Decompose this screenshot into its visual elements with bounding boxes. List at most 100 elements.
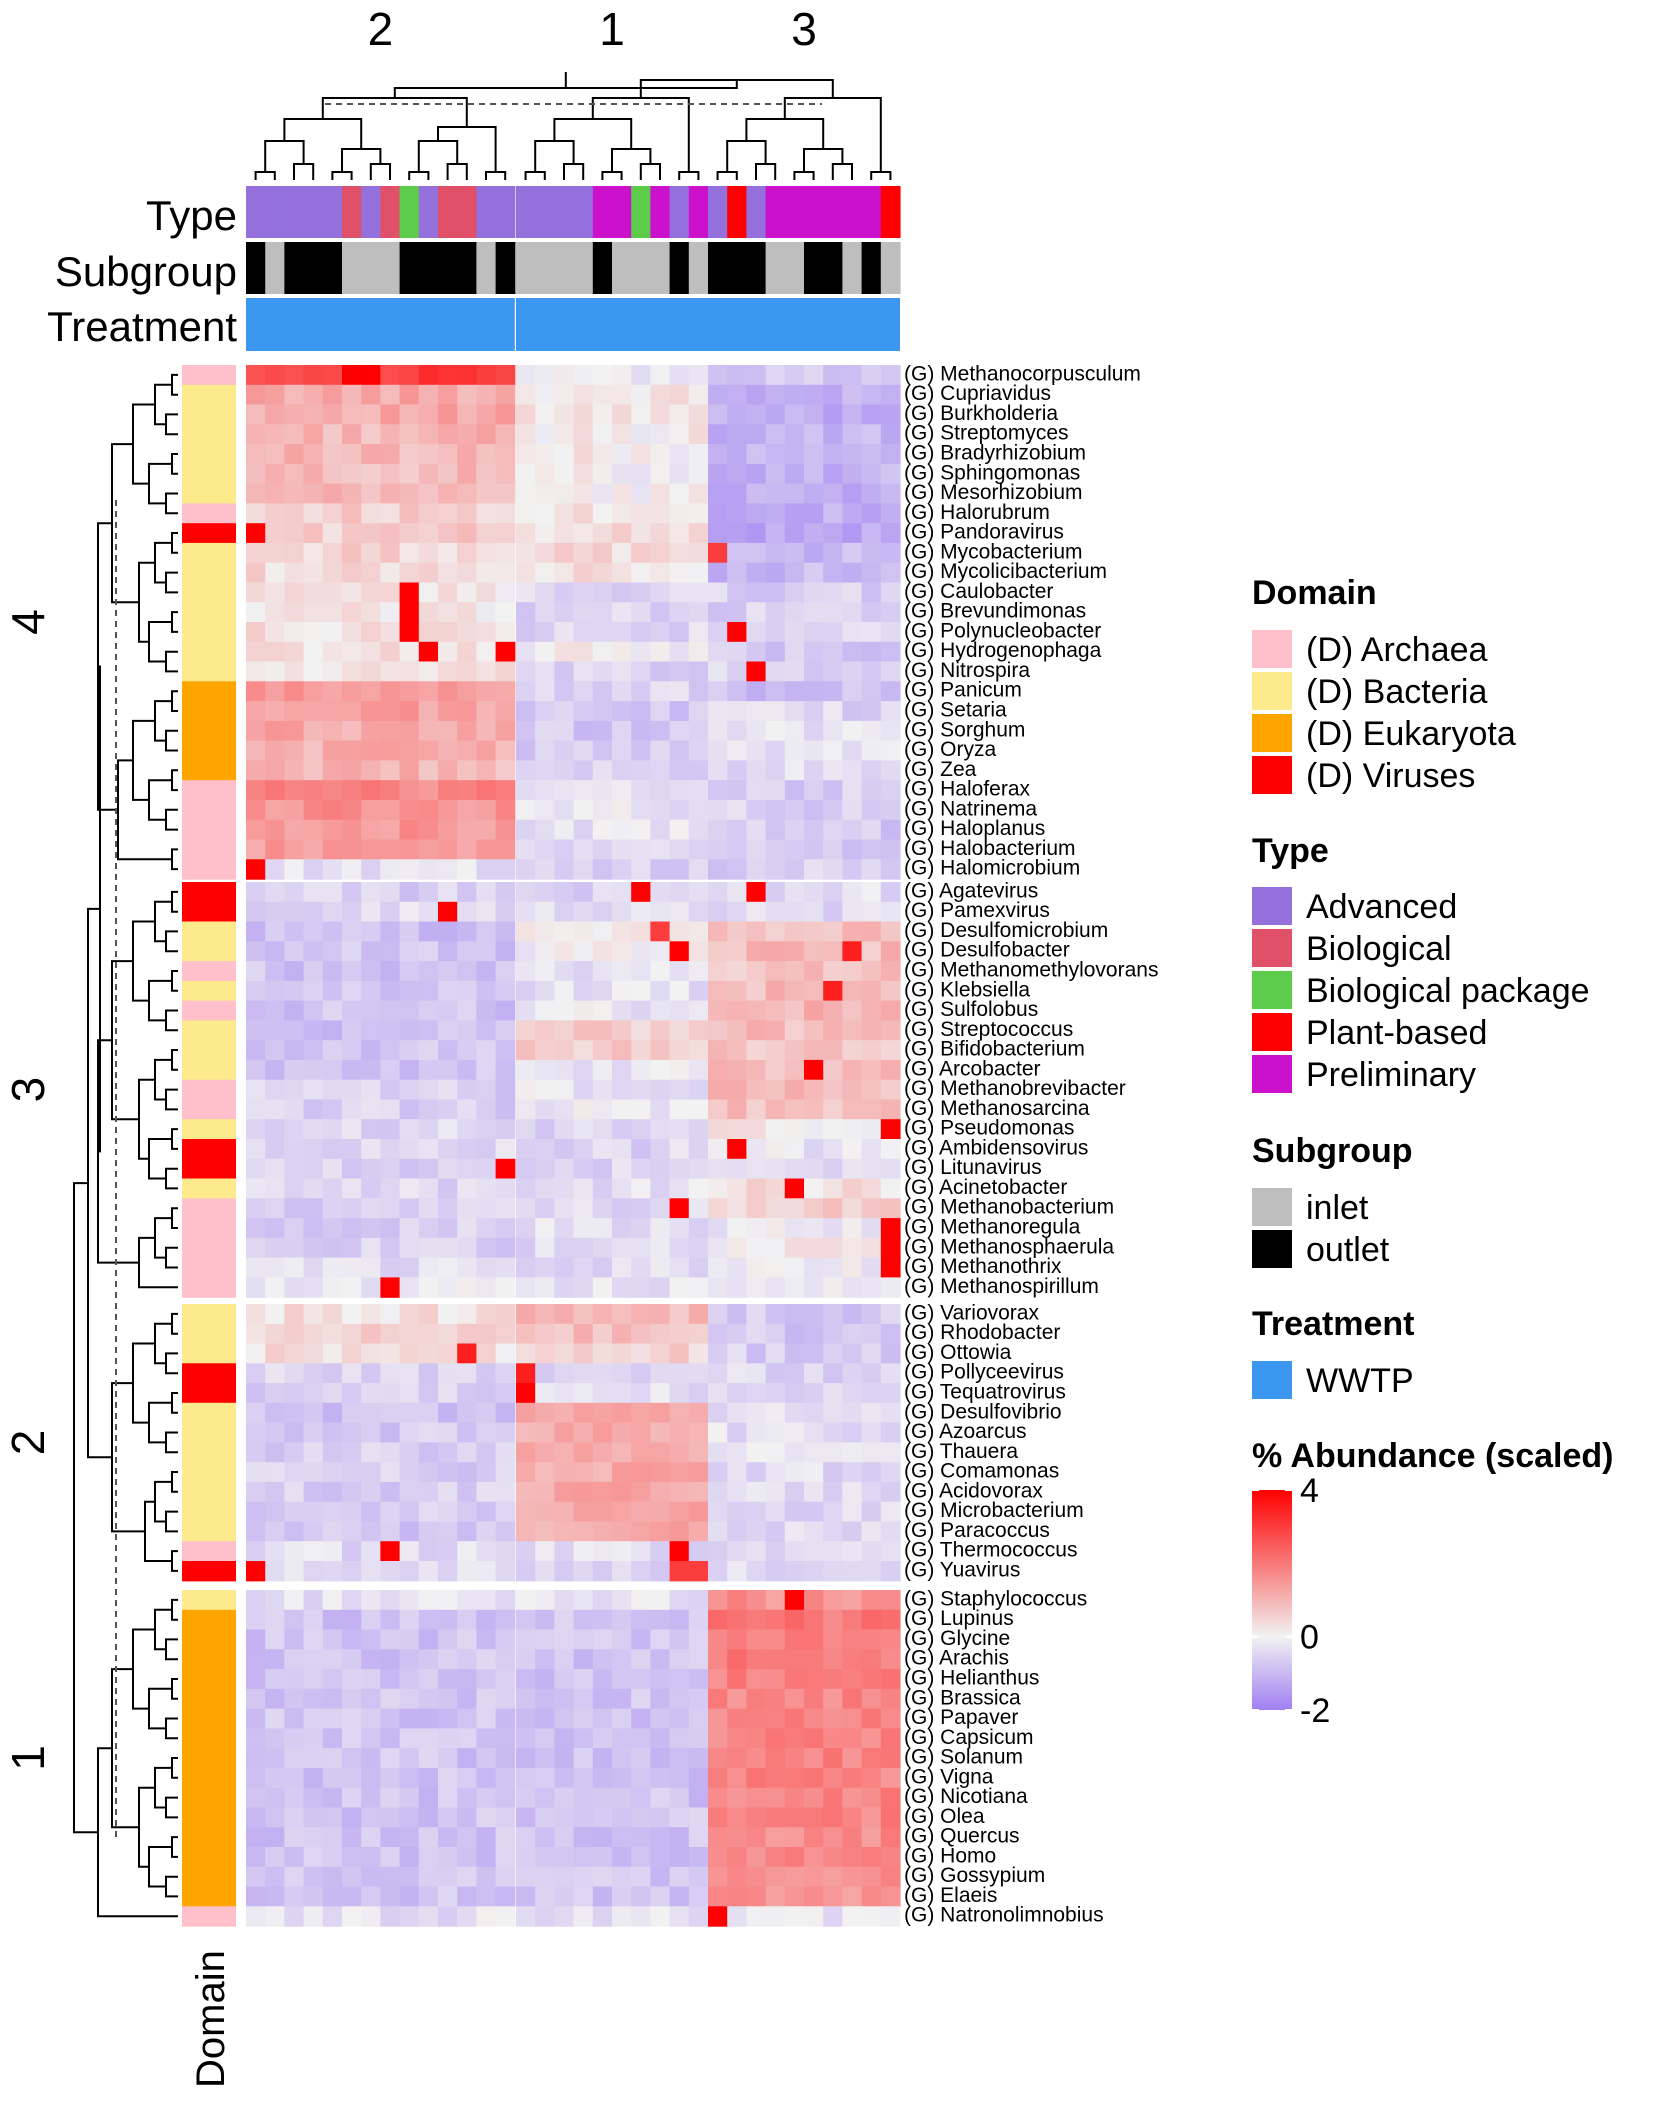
heatmap-cell <box>476 1237 497 1259</box>
domain-cell <box>182 1383 236 1404</box>
heatmap-cell <box>880 1323 901 1345</box>
heatmap-cell <box>303 1590 324 1611</box>
heatmap-cell <box>631 1237 651 1259</box>
heatmap-cell <box>573 760 594 781</box>
heatmap-cell <box>823 1807 843 1828</box>
heatmap-cell <box>322 1886 343 1907</box>
heatmap-cell <box>631 1609 651 1631</box>
heatmap-cell <box>418 1020 439 1041</box>
type-cell <box>612 186 632 238</box>
heatmap-cell <box>804 681 824 702</box>
heatmap-cell <box>535 562 555 584</box>
heatmap-cell <box>361 1886 381 1907</box>
heatmap-cell <box>535 582 555 603</box>
heatmap-cell <box>669 760 690 781</box>
heatmap-cell <box>516 1304 536 1325</box>
heatmap-cell <box>765 1198 786 1219</box>
heatmap-cell <box>418 1304 439 1325</box>
heatmap-cell <box>727 740 747 761</box>
heatmap-cell <box>476 882 497 903</box>
heatmap-cell <box>804 859 824 880</box>
heatmap-cell <box>361 961 381 982</box>
heatmap-cell <box>516 1561 536 1582</box>
heatmap-cell <box>342 365 362 386</box>
heatmap-cell <box>708 384 728 406</box>
heatmap-cell <box>342 1669 362 1690</box>
heatmap-cell <box>650 1609 671 1631</box>
heatmap-cell <box>246 1827 266 1848</box>
heatmap-cell <box>495 839 516 860</box>
heatmap-cell <box>342 582 362 603</box>
heatmap-cell <box>650 1020 671 1041</box>
heatmap-cell <box>399 1847 420 1868</box>
heatmap-cell <box>246 961 266 982</box>
dendrogram-branch <box>783 97 882 172</box>
heatmap-cell <box>784 1561 805 1582</box>
heatmap-cell <box>842 1363 863 1384</box>
subgroup-cell <box>476 242 497 294</box>
heatmap-cell <box>612 1590 632 1611</box>
type-cell <box>246 186 266 238</box>
treatment-cell <box>708 298 900 351</box>
heatmap-cell <box>708 839 728 860</box>
heatmap-cell <box>784 1462 805 1483</box>
heatmap-cell <box>516 562 536 584</box>
heatmap-cell <box>592 1501 613 1523</box>
heatmap-cell <box>361 523 381 544</box>
heatmap-cell <box>746 921 767 942</box>
heatmap-cell <box>612 681 632 702</box>
heatmap-cell <box>554 661 575 682</box>
heatmap-cell <box>669 1198 690 1219</box>
heatmap-cell <box>457 1119 477 1140</box>
dendrogram-branch <box>148 1846 172 1888</box>
heatmap-cell <box>399 1866 420 1888</box>
heatmap-cell <box>380 921 401 942</box>
heatmap-cell <box>418 424 439 445</box>
heatmap-cell <box>554 1629 575 1650</box>
domain-cell <box>182 819 236 841</box>
heatmap-cell <box>823 503 843 524</box>
heatmap-cell <box>823 1158 843 1180</box>
heatmap-cell <box>612 1521 632 1542</box>
heatmap-cell <box>418 701 439 722</box>
heatmap-cell <box>457 681 477 702</box>
heatmap-cell <box>804 1363 824 1384</box>
legend-domain-label: (D) Bacteria <box>1306 673 1487 711</box>
heatmap-cell <box>573 859 594 880</box>
heatmap-cell <box>495 1442 516 1463</box>
heatmap-cell <box>765 921 786 942</box>
heatmap-cell <box>650 384 671 406</box>
heatmap-cell <box>823 562 843 584</box>
heatmap-cell <box>265 424 285 445</box>
heatmap-cell <box>573 901 594 923</box>
heatmap-cell <box>727 1020 747 1041</box>
heatmap-cell <box>804 661 824 682</box>
heatmap-cell <box>765 1847 786 1868</box>
heatmap-cell <box>746 582 767 603</box>
heatmap-cell <box>650 404 671 425</box>
heatmap-cell <box>265 562 285 584</box>
heatmap-cell <box>457 602 477 623</box>
heatmap-cell <box>516 1767 536 1789</box>
heatmap-cell <box>688 1807 709 1828</box>
heatmap-cell <box>669 542 690 564</box>
heatmap-cell <box>554 1079 575 1101</box>
heatmap-cell <box>688 701 709 722</box>
heatmap-cell <box>399 1383 420 1404</box>
heatmap-cell <box>495 1541 516 1562</box>
heatmap-cell <box>380 1020 401 1041</box>
heatmap-cell <box>765 1343 786 1364</box>
heatmap-cell <box>592 1728 613 1749</box>
heatmap-cell <box>592 542 613 564</box>
heatmap-cell <box>669 1649 690 1670</box>
heatmap-cell <box>284 641 305 663</box>
heatmap-cell <box>399 602 420 623</box>
heatmap-cell <box>246 1119 266 1140</box>
heatmap-cell <box>457 980 477 1002</box>
row-label: (G) Methanosarcina <box>904 1097 1090 1120</box>
heatmap-cell <box>438 1590 458 1611</box>
heatmap-cell <box>476 720 497 742</box>
heatmap-cell <box>284 1481 305 1503</box>
heatmap-cell <box>246 1363 266 1384</box>
heatmap-cell <box>322 1059 343 1081</box>
